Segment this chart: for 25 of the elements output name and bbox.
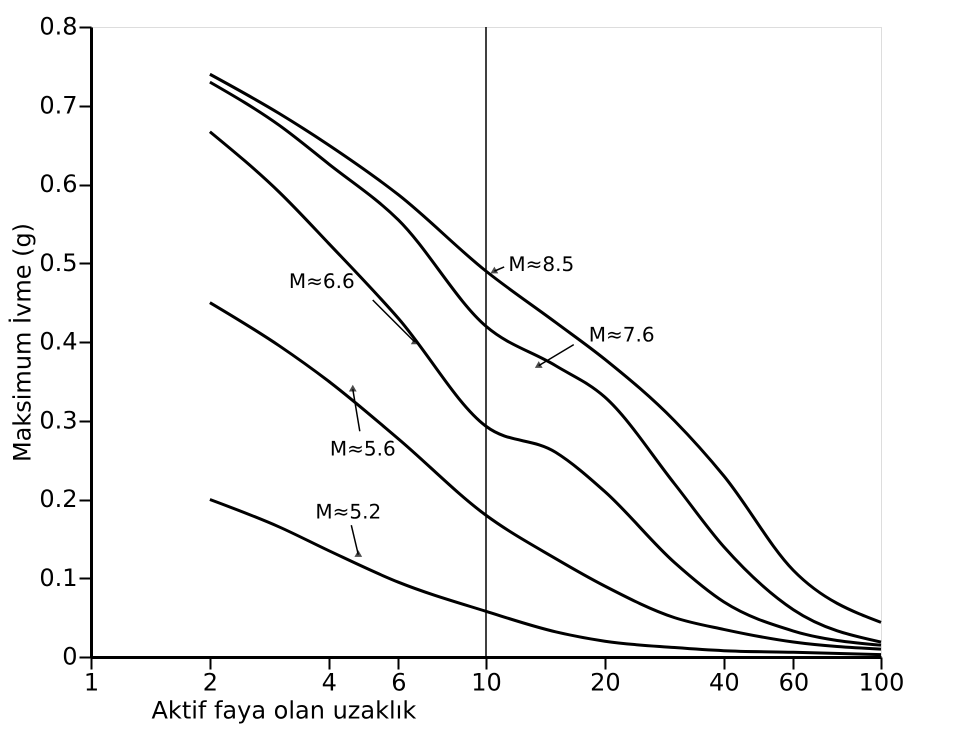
x-tick-label: 1 — [84, 668, 100, 696]
annotation: M≈7.6 — [588, 322, 655, 347]
y-tick-label: 0.4 — [39, 328, 78, 356]
annotation: M≈8.5 — [508, 252, 574, 276]
y-tick-label: 0.5 — [39, 248, 78, 277]
x-tick-label: 60 — [778, 668, 810, 696]
y-tick-label: 0.1 — [39, 564, 78, 592]
x-tick-label: 40 — [709, 668, 740, 696]
x-tick-label: 10 — [471, 668, 502, 696]
x-tick-label: 6 — [391, 668, 407, 696]
x-tick-label: 4 — [322, 668, 337, 696]
y-axis-title: Maksimum İvme (g) — [8, 222, 36, 462]
annotation: M≈5.6 — [330, 436, 396, 460]
y-tick-label: 0.7 — [39, 91, 78, 120]
y-tick-label: 0.2 — [39, 485, 78, 513]
x-axis-title: Aktif faya olan uzaklık — [152, 696, 416, 724]
annotation: M≈5.2 — [315, 500, 382, 524]
x-tick-label: 100 — [858, 668, 904, 696]
annotation: M≈6.6 — [288, 269, 355, 293]
y-tick-label: 0.8 — [39, 12, 78, 40]
x-tick-label: 2 — [202, 668, 218, 696]
y-tick-label: 0 — [62, 642, 78, 670]
x-tick-label: 20 — [590, 668, 621, 696]
y-tick-label: 0.6 — [39, 170, 78, 198]
y-tick-label: 0.3 — [39, 406, 78, 434]
